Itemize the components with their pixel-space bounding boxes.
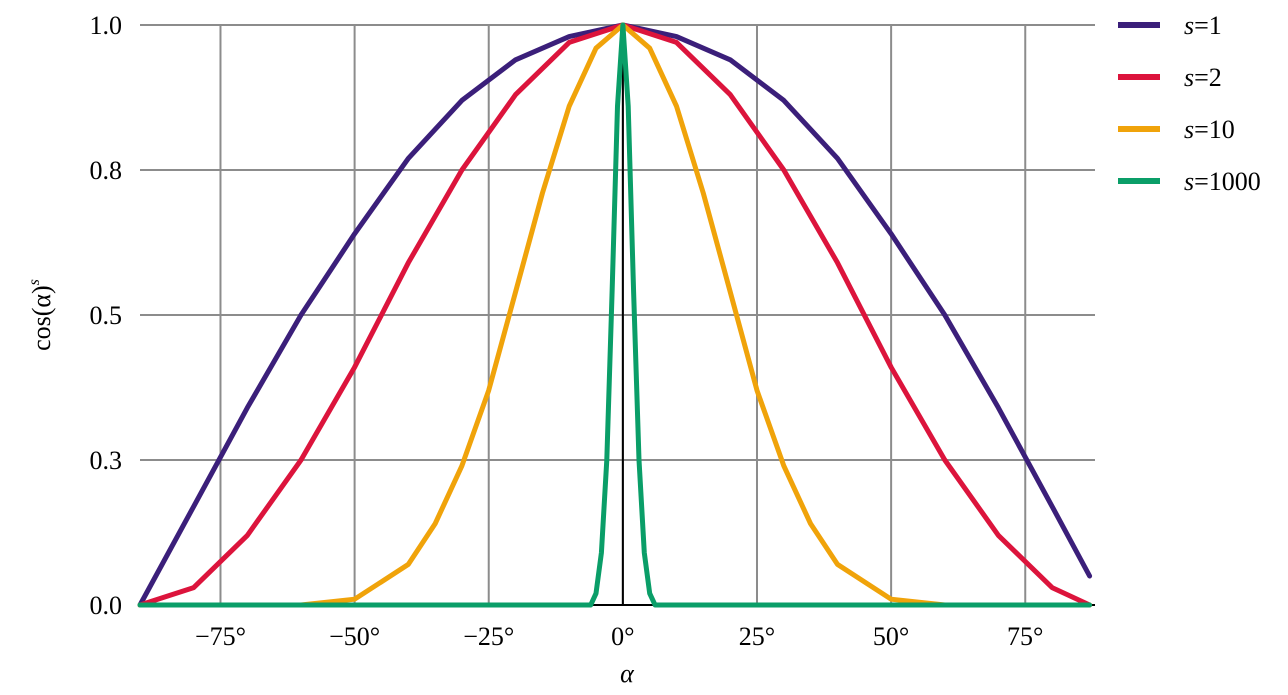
x-tick-label: 0° — [611, 622, 634, 651]
legend-label-1: s=1 — [1184, 11, 1222, 40]
x-axis-title: α — [620, 659, 635, 688]
legend-label-var: s — [1184, 63, 1194, 92]
x-tick-label: −50° — [329, 622, 380, 651]
legend-label-3: s=10 — [1184, 115, 1235, 144]
x-tick-labels: −75° −50° −25° 0° 25° 50° 75° — [195, 622, 1044, 651]
legend-label-var: s — [1184, 115, 1194, 144]
legend-label-var: s — [1184, 11, 1194, 40]
series-line-4 — [137, 22, 1093, 608]
legend-label-4: s=1000 — [1184, 167, 1261, 196]
legend-label-2: s=2 — [1184, 63, 1222, 92]
series-lines — [137, 22, 1093, 608]
x-tick-label: 75° — [1007, 622, 1043, 651]
y-axis-title: cos(α)s — [26, 279, 56, 351]
y-axis-title-exponent: s — [26, 279, 43, 285]
legend-label-value: =2 — [1194, 63, 1222, 92]
y-tick-label: 0.0 — [90, 591, 123, 620]
legend-label-value: =1 — [1194, 11, 1222, 40]
x-tick-label: −75° — [195, 622, 246, 651]
x-tick-label: 50° — [873, 622, 909, 651]
y-tick-label: 1.0 — [90, 11, 123, 40]
y-tick-label: 0.5 — [90, 301, 123, 330]
y-axis-title-main: cos(α) — [27, 285, 56, 351]
y-tick-labels: 0.0 0.3 0.5 0.8 1.0 — [90, 11, 123, 620]
grid — [140, 24, 1095, 605]
y-tick-label: 0.3 — [90, 446, 123, 475]
x-tick-label: −25° — [463, 622, 514, 651]
legend-label-var: s — [1184, 167, 1194, 196]
legend-label-value: =1000 — [1194, 167, 1261, 196]
x-tick-label: 25° — [739, 622, 775, 651]
legend: s=1s=2s=10s=1000 — [1118, 11, 1261, 196]
y-tick-label: 0.8 — [90, 156, 123, 185]
legend-label-value: =10 — [1194, 115, 1235, 144]
